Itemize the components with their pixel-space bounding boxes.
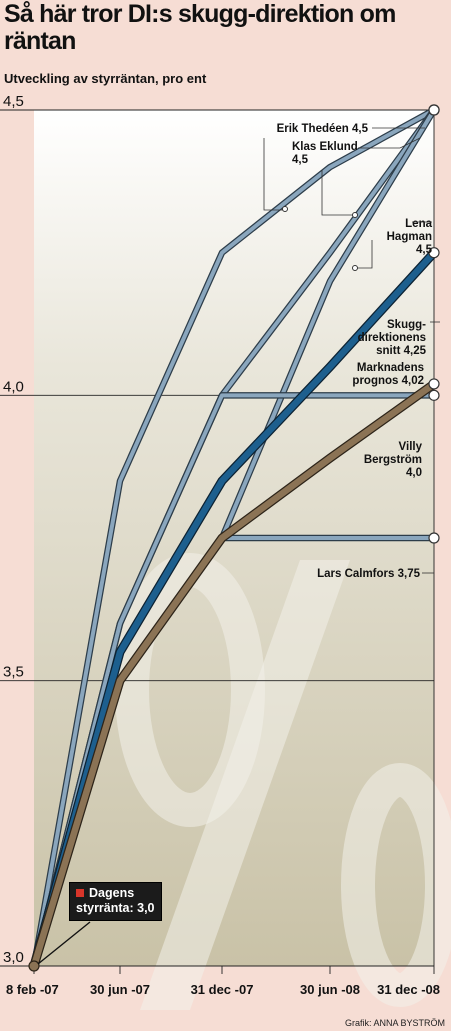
x-tick-label: 30 jun -08 — [300, 982, 360, 997]
red-square-icon — [76, 889, 84, 897]
watermark-ring-top — [115, 553, 265, 827]
chart-title: Så här tror DI:s skugg-direktion om ränt… — [4, 0, 396, 55]
annotation-lena-hagman: Lena Hagman 4,5 — [387, 218, 433, 256]
annotation-marknadens-prognos: Marknadens prognos 4,02 — [352, 362, 424, 387]
chart-subtitle: Utveckling av styrräntan, pro ent — [4, 71, 207, 86]
watermark-slash — [140, 560, 350, 1010]
series-line — [30, 249, 438, 970]
leader-klas-2 — [321, 170, 355, 216]
callout-pointer — [37, 921, 91, 965]
series-end-marker — [428, 104, 440, 116]
watermark-ring-bottom — [341, 763, 451, 1007]
series-end-marker — [428, 247, 440, 259]
start-marker — [28, 960, 40, 972]
x-tick-label: 31 dec -08 — [377, 982, 440, 997]
x-tick-label: 31 dec -07 — [191, 982, 254, 997]
x-tick-label: 8 feb -07 — [6, 982, 59, 997]
leader-dot — [352, 265, 358, 271]
series-line — [30, 380, 438, 970]
leader-erik-2 — [263, 138, 285, 211]
credit-name: ANNA BYSTRÖM — [373, 1018, 445, 1028]
axis-labels: 3,0 3,5 4,0 4,5 8 feb -07 30 jun -07 31 dec -0… — [3, 93, 440, 997]
leader-dot — [352, 212, 358, 218]
callout-line2: styrränta: 3,0 — [76, 901, 155, 915]
graphic-credit: Grafik: ANNA BYSTRÖM — [345, 1018, 445, 1028]
y-tick-label: 4,0 — [3, 378, 24, 395]
percent-watermark — [115, 553, 451, 1010]
callout-line1: Dagens — [89, 886, 135, 900]
series-end-marker — [428, 389, 440, 401]
series-annotations: Erik Thedéen 4,5 Klas Eklund 4,5 Lena Hagman… — [37, 123, 440, 965]
annotation-klas-eklund: Klas Eklund 4,5 — [292, 141, 358, 166]
current-rate-callout: Dagens styrränta: 3,0 — [69, 882, 162, 921]
annotation-snitt: Skugg-direktionens snitt 4,25 — [358, 319, 427, 357]
y-tick-label: 3,5 — [3, 664, 24, 681]
annotation-erik-thedeen: Erik Thedéen 4,5 — [277, 123, 369, 135]
y-tick-label: 4,5 — [3, 93, 24, 110]
leader-klas — [358, 137, 421, 149]
series-end-marker — [428, 378, 440, 390]
annotation-lars-calmfors: Lars Calmfors 3,75 — [317, 568, 421, 580]
annotation-villy-bergstrom: Villy Bergström 4,0 — [364, 441, 423, 479]
series-markers — [28, 104, 440, 972]
leader-lena-2 — [355, 240, 373, 269]
leader-dot — [282, 206, 288, 212]
x-tick-label: 30 jun -07 — [90, 982, 150, 997]
series-line — [32, 393, 436, 968]
series-end-marker — [428, 532, 440, 544]
y-tick-label: 3,0 — [3, 949, 24, 966]
credit-prefix: Grafik: — [344, 1018, 372, 1028]
